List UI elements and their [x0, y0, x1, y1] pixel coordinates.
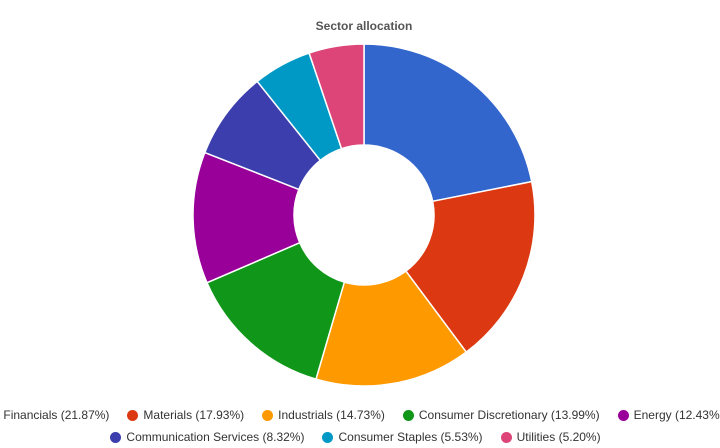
donut-chart	[192, 43, 536, 387]
legend-swatch	[500, 431, 512, 443]
legend-swatch	[110, 431, 122, 443]
legend-label: Materials (17.93%)	[143, 408, 245, 422]
legend-label: Consumer Discretionary (13.99%)	[418, 408, 600, 422]
legend-swatch	[617, 409, 629, 421]
legend-item-energy[interactable]: Energy (12.43%)	[617, 408, 720, 422]
legend-label: Utilities (5.20%)	[516, 430, 601, 444]
legend-swatch	[127, 409, 139, 421]
legend-label: Financials (21.87%)	[3, 408, 110, 422]
legend-label: Energy (12.43%)	[633, 408, 720, 422]
legend-label: Industrials (14.73%)	[278, 408, 385, 422]
legend-swatch	[262, 409, 274, 421]
legend-row: Communication Services (8.32%) Consumer S…	[0, 426, 720, 448]
legend-label: Communication Services (8.32%)	[126, 430, 305, 444]
legend-row: Financials (21.87%) Materials (17.93%) Ind…	[0, 404, 720, 426]
chart-title: Sector allocation	[315, 19, 413, 33]
slice-financials[interactable]	[363, 43, 533, 203]
slice-utilities[interactable]	[308, 43, 365, 150]
chart-legend: Financials (21.87%) Materials (17.93%) Ind…	[0, 404, 720, 448]
slice-consumer-discretionary[interactable]	[205, 241, 346, 381]
legend-item-utilities[interactable]: Utilities (5.20%)	[500, 430, 601, 444]
legend-swatch	[322, 431, 334, 443]
legend-item-financials[interactable]: Financials (21.87%)	[0, 408, 109, 422]
legend-swatch	[402, 409, 414, 421]
legend-item-consumer-discretionary[interactable]: Consumer Discretionary (13.99%)	[402, 408, 600, 422]
slice-industrials[interactable]	[315, 270, 468, 387]
slice-materials[interactable]	[404, 180, 536, 354]
legend-item-materials[interactable]: Materials (17.93%)	[127, 408, 244, 422]
legend-item-communication-services[interactable]: Communication Services (8.32%)	[110, 430, 304, 444]
legend-item-consumer-staples[interactable]: Consumer Staples (5.53%)	[322, 430, 483, 444]
legend-label: Consumer Staples (5.53%)	[338, 430, 483, 444]
slice-energy[interactable]	[192, 151, 301, 284]
legend-item-industrials[interactable]: Industrials (14.73%)	[262, 408, 385, 422]
